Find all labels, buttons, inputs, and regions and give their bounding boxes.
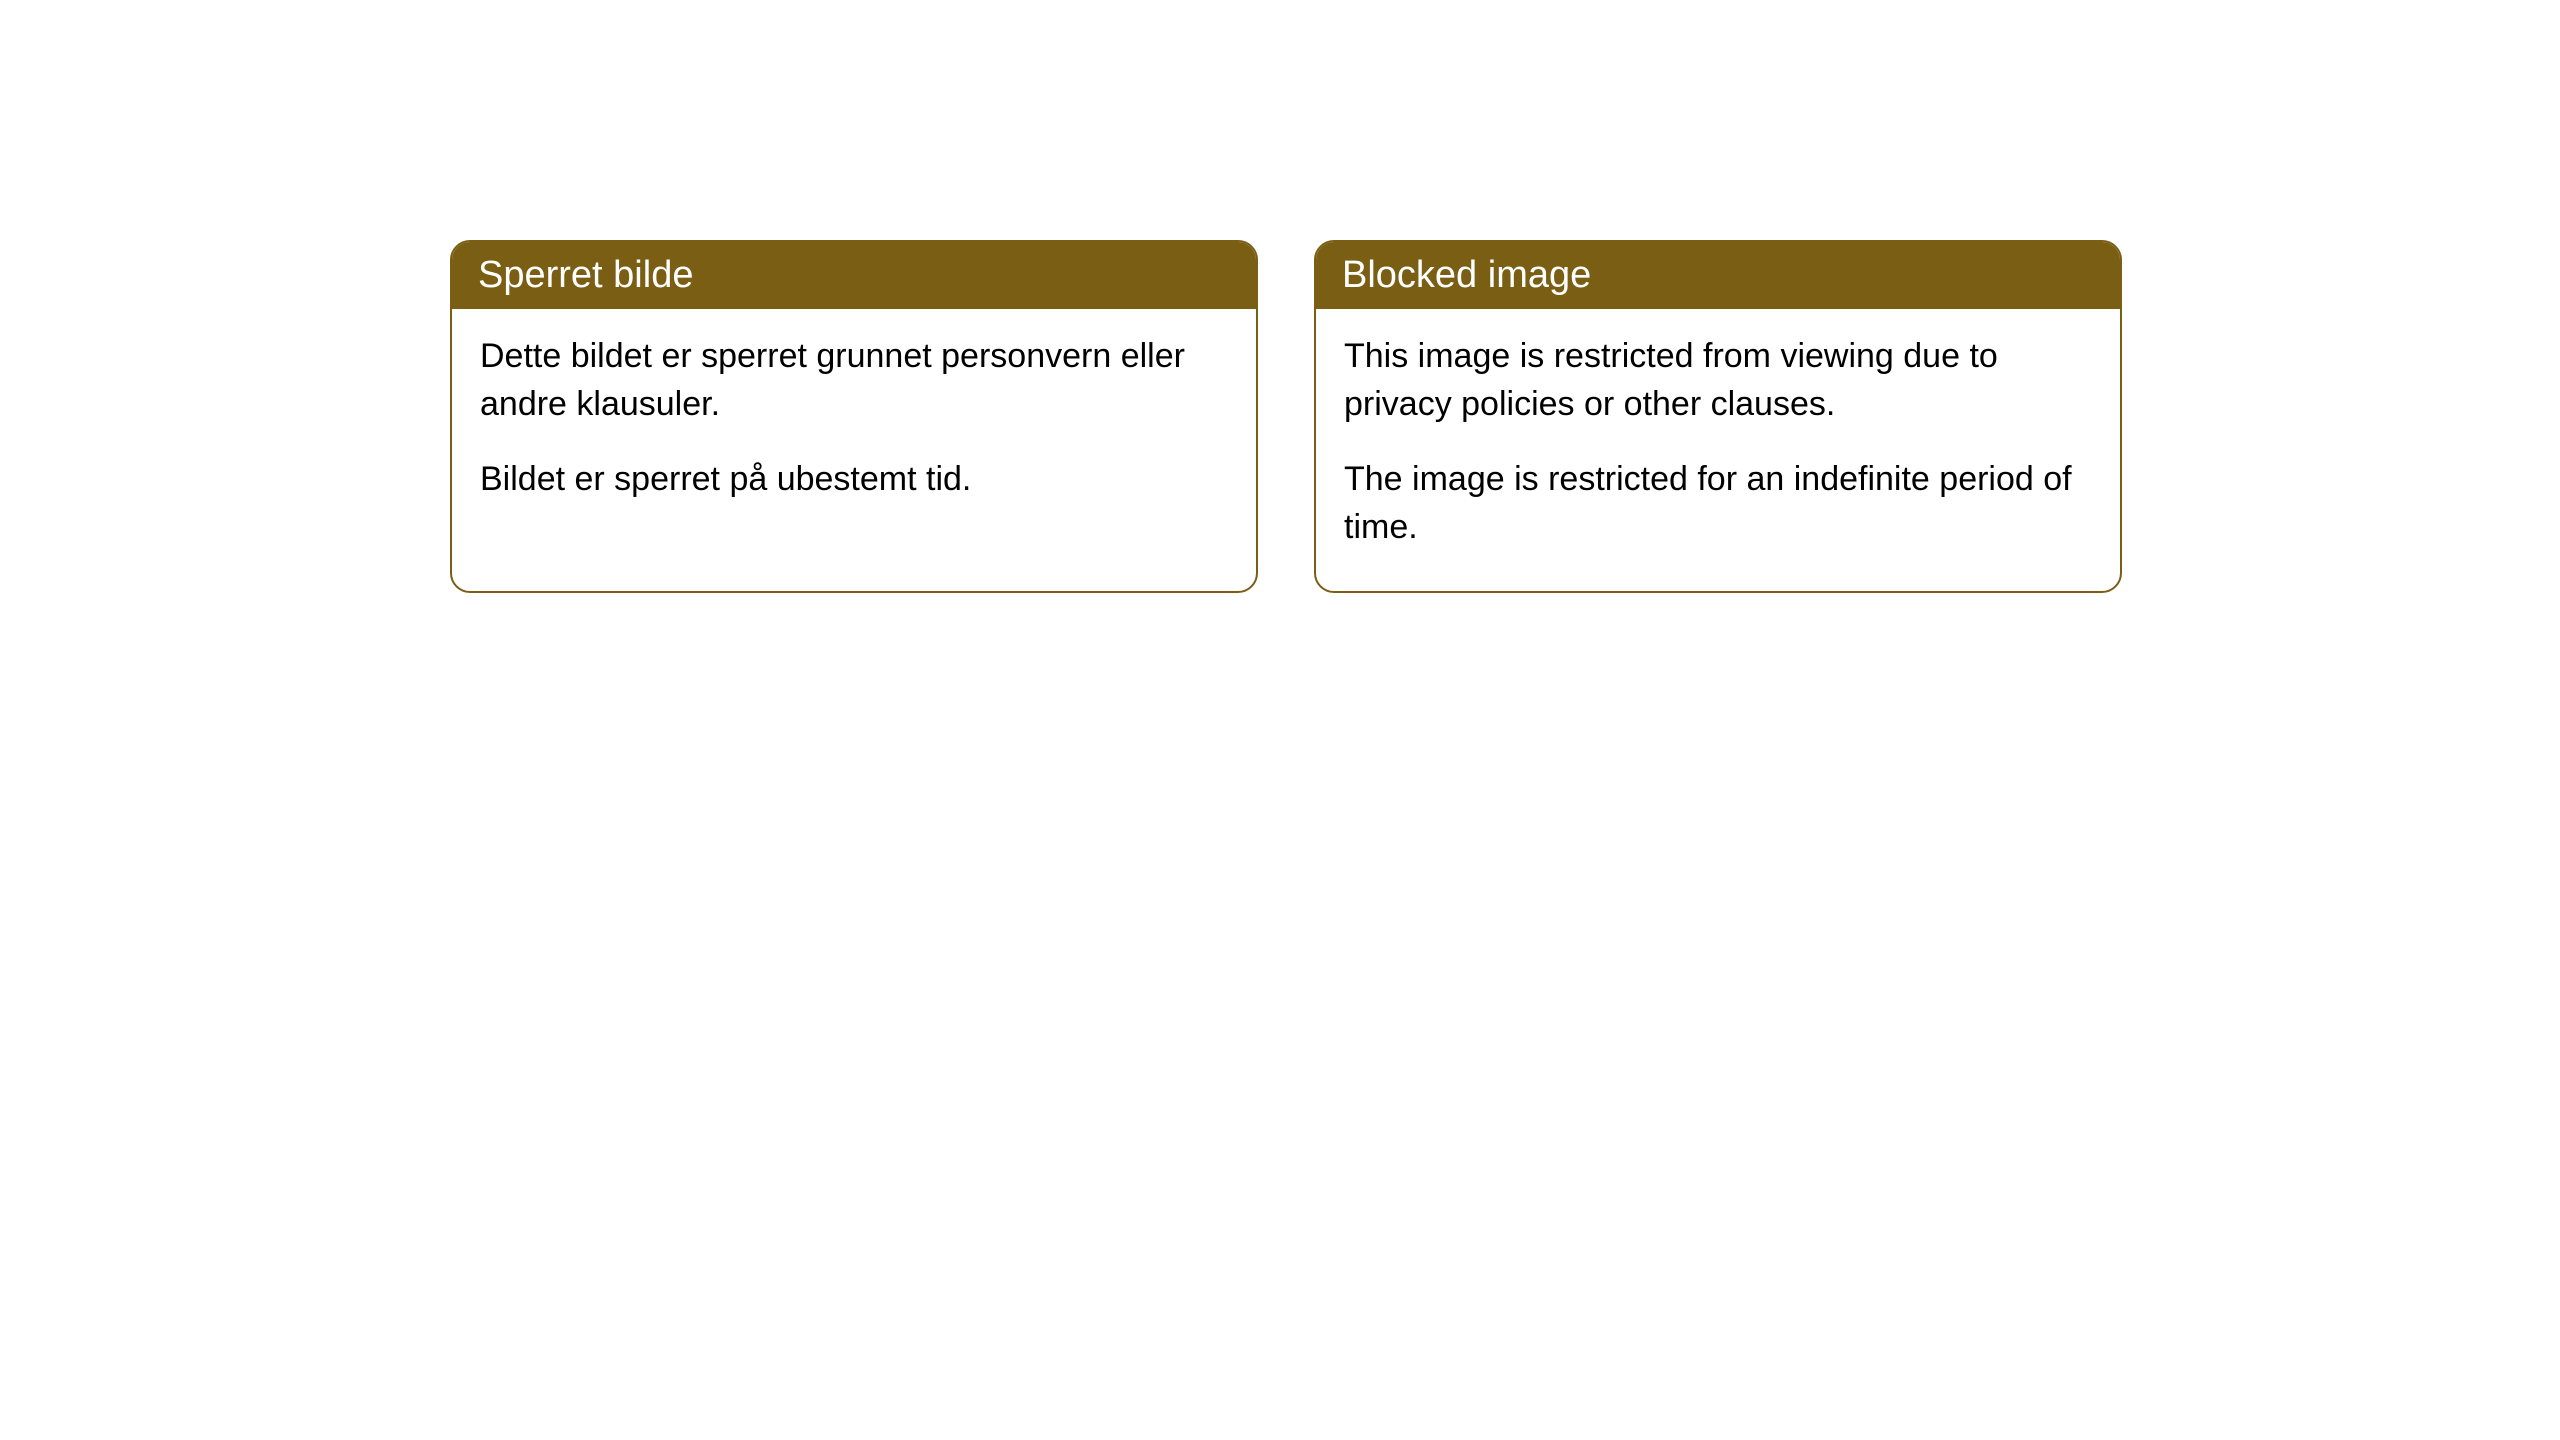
card-english: Blocked image This image is restricted f… xyxy=(1314,240,2122,593)
card-paragraph-1: This image is restricted from viewing du… xyxy=(1344,333,2092,428)
card-paragraph-2: The image is restricted for an indefinit… xyxy=(1344,456,2092,551)
card-paragraph-1: Dette bildet er sperret grunnet personve… xyxy=(480,333,1228,428)
card-norwegian: Sperret bilde Dette bildet er sperret gr… xyxy=(450,240,1258,593)
card-header-norwegian: Sperret bilde xyxy=(452,242,1256,309)
card-body-english: This image is restricted from viewing du… xyxy=(1316,309,2120,591)
cards-container: Sperret bilde Dette bildet er sperret gr… xyxy=(0,0,2560,593)
card-body-norwegian: Dette bildet er sperret grunnet personve… xyxy=(452,309,1256,544)
card-header-english: Blocked image xyxy=(1316,242,2120,309)
card-paragraph-2: Bildet er sperret på ubestemt tid. xyxy=(480,456,1228,504)
